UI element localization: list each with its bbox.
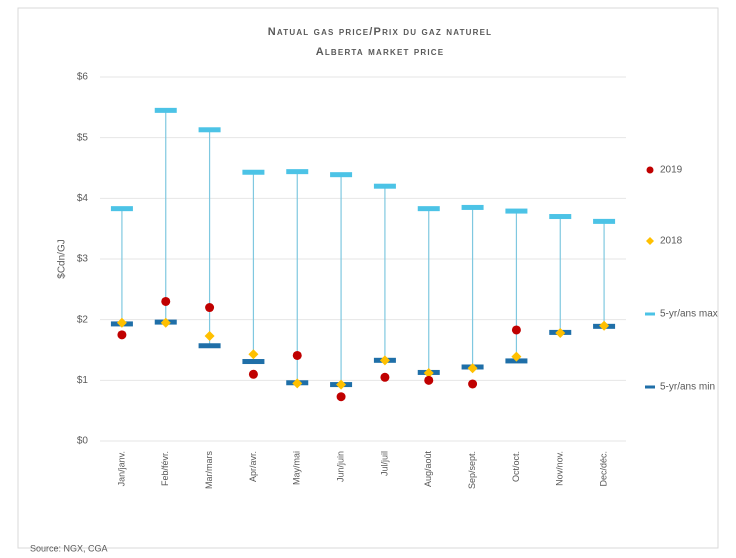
point-2018	[467, 363, 478, 374]
y-axis-label: $Cdn/GJ	[57, 239, 68, 278]
source: Source: NGX, CGA	[30, 543, 108, 553]
point-2019	[336, 392, 346, 402]
point-2018	[292, 378, 303, 389]
x-tick-label: Feb/févr.	[160, 451, 170, 486]
y-tick-label: $6	[77, 72, 89, 83]
x-tick-label: Aug/août	[423, 451, 433, 488]
point-2018	[248, 349, 259, 360]
x-tick-label: Apr/avr.	[248, 451, 258, 482]
frame	[17, 7, 719, 549]
point-2019	[511, 325, 521, 335]
point-2018	[423, 368, 434, 379]
legend-marker	[646, 237, 654, 245]
x-tick-label: Jul/juil	[379, 451, 389, 476]
point-2018	[379, 355, 390, 366]
y-tick-label: $2	[77, 314, 89, 325]
range-dash	[286, 169, 309, 175]
point-2018	[336, 379, 347, 390]
point-2019	[248, 369, 258, 379]
range-dash	[198, 343, 221, 349]
point-2019	[292, 350, 302, 360]
point-2019	[117, 330, 127, 340]
range-dash	[330, 172, 353, 178]
point-2019	[161, 296, 171, 306]
point-2018	[511, 351, 522, 362]
range-dash	[461, 204, 484, 210]
y-tick-label: $3	[77, 254, 89, 265]
x-tick-label: Jun/juin	[335, 451, 345, 482]
range-dash	[242, 359, 265, 365]
x-tick-label: May/mai	[292, 451, 302, 485]
y-tick-label: $5	[77, 132, 89, 143]
x-tick-label: Mar/mars	[204, 451, 214, 489]
point-2019	[205, 303, 215, 313]
legend-marker	[646, 166, 654, 174]
x-tick-label: Dec/déc.	[598, 451, 608, 487]
range-dash	[593, 218, 616, 224]
legend-marker	[645, 385, 655, 389]
range-dash	[242, 169, 265, 175]
range-dash	[110, 206, 133, 212]
y-tick-label: $1	[77, 375, 89, 386]
y-tick-label: $0	[77, 436, 89, 447]
legend-label: 5-yr/ans min	[660, 382, 715, 393]
x-tick-label: Sep/sept.	[467, 451, 477, 489]
x-tick-label: Oct/oct.	[511, 451, 521, 482]
range-dash	[505, 208, 528, 214]
chart-subtitle: Alberta market price	[316, 46, 445, 58]
y-tick-label: $4	[77, 193, 89, 204]
point-2019	[468, 379, 478, 389]
legend-label: 2019	[660, 165, 683, 176]
point-2018	[116, 317, 127, 328]
range-dash	[154, 107, 177, 113]
x-tick-label: Jan/janv.	[116, 451, 126, 486]
legend-label: 2018	[660, 236, 683, 247]
point-2019	[424, 375, 434, 385]
range-dash	[198, 127, 221, 133]
point-2018	[160, 317, 171, 328]
range-dash	[373, 183, 396, 189]
range-dash	[549, 214, 572, 220]
legend-label: 5-yr/ans max	[660, 309, 718, 320]
point-2018	[204, 331, 215, 342]
legend-marker	[645, 312, 655, 316]
chart-title: Natual gas price/Prix du gaz naturel	[268, 26, 493, 38]
point-2018	[555, 328, 566, 339]
point-2018	[599, 320, 610, 331]
range-dash	[417, 206, 440, 212]
x-tick-label: Nov/nov.	[555, 451, 565, 486]
point-2019	[380, 372, 390, 382]
